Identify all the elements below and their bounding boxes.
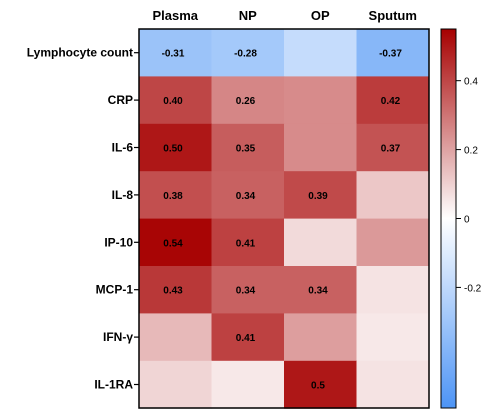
column-labels: Plasma NP OP Sputum: [152, 8, 416, 23]
heatmap-cell: [211, 171, 285, 220]
heatmap-cell: [211, 123, 285, 172]
heatmap-cell: [356, 266, 430, 314]
row-labels: Lymphocyte count CRP IL-6 IL-8 IP-10 MCP-1 IFN…: [27, 46, 139, 392]
heatmap-cell: [211, 266, 285, 314]
heatmap-cell: [139, 360, 212, 409]
heatmap-cell: [356, 171, 430, 220]
row-label: CRP: [108, 93, 133, 107]
cell-value-label: 0.35: [236, 144, 256, 155]
colorbar-tick-label: -0.2: [464, 283, 482, 294]
cell-value-label: 0.41: [236, 238, 256, 249]
row-label: Lymphocyte count: [27, 46, 133, 60]
cell-value-label: 0.37: [381, 144, 401, 155]
column-label: Plasma: [152, 8, 198, 23]
heatmap-cell: [211, 360, 285, 409]
cell-value-label: 0.26: [236, 96, 256, 107]
cell-value-label: 0.39: [308, 191, 328, 202]
cell-value-label: -0.28: [234, 49, 257, 60]
colorbar-gradient: [440, 28, 457, 409]
row-label: IL-6: [112, 141, 134, 155]
cell-value-label: 0.38: [163, 191, 183, 202]
heatmap-cell: [139, 29, 212, 77]
heatmap-cells: -0.31 -0.28 -0.37 0.40 0.26 0.42 0.50 0.35 0.37 0…: [139, 29, 430, 409]
cell-value-label: 0.41: [236, 333, 256, 344]
column-label: NP: [239, 8, 257, 23]
heatmap-cell: [139, 171, 212, 220]
heatmap-cell: [284, 360, 357, 409]
cell-value-label: 0.43: [163, 286, 183, 297]
row-label: MCP-1: [96, 283, 134, 297]
heatmap-cell: [356, 29, 430, 77]
row-label: IFN-γ: [103, 330, 133, 344]
heatmap-cell: [211, 29, 285, 77]
colorbar-tick-label: 0.4: [464, 77, 478, 88]
heatmap-frame: [138, 28, 430, 409]
heatmap-cell: [356, 313, 430, 362]
heatmap-cell: [211, 76, 285, 125]
heatmap-cell: [139, 313, 212, 362]
cell-value-label: 0.34: [236, 191, 256, 202]
heatmap-cell: [284, 218, 357, 267]
heatmap-cell: [139, 123, 212, 172]
row-label: IP-10: [104, 235, 133, 249]
heatmap-cell: [139, 218, 212, 267]
colorbar-tick-label: 0: [464, 215, 470, 226]
cell-value-label: 0.50: [163, 144, 183, 155]
heatmap-cell: [284, 76, 357, 125]
cell-value-label: 0.34: [308, 286, 328, 297]
colorbar-tick-label: 0.2: [464, 146, 478, 157]
column-label: OP: [311, 8, 330, 23]
heatmap-cell: [356, 218, 430, 267]
row-label: IL-1RA: [94, 378, 133, 392]
heatmap-cell: [356, 360, 430, 409]
cell-value-label: 0.54: [163, 238, 183, 249]
heatmap-cell: [356, 123, 430, 172]
heatmap-cell: [211, 313, 285, 362]
heatmap-cell: [284, 313, 357, 362]
colorbar: 0.4 0.2 0 -0.2: [440, 28, 482, 409]
row-label: IL-8: [112, 188, 134, 202]
heatmap-cell: [284, 123, 357, 172]
heatmap-cell: [284, 29, 357, 77]
heatmap-cell: [284, 171, 357, 220]
heatmap-cell: [211, 218, 285, 267]
cell-value-label: 0.5: [311, 381, 325, 392]
heatmap-cell: [284, 266, 357, 314]
cell-value-label: 0.42: [381, 96, 401, 107]
heatmap-cell: [139, 266, 212, 314]
cell-value-label: 0.40: [163, 96, 183, 107]
column-label: Sputum: [369, 8, 417, 23]
heatmap-cell: [356, 76, 430, 125]
cell-value-label: -0.37: [379, 49, 402, 60]
cell-value-label: -0.31: [162, 49, 185, 60]
heatmap-cell: [139, 76, 212, 125]
cell-value-label: 0.34: [236, 286, 256, 297]
